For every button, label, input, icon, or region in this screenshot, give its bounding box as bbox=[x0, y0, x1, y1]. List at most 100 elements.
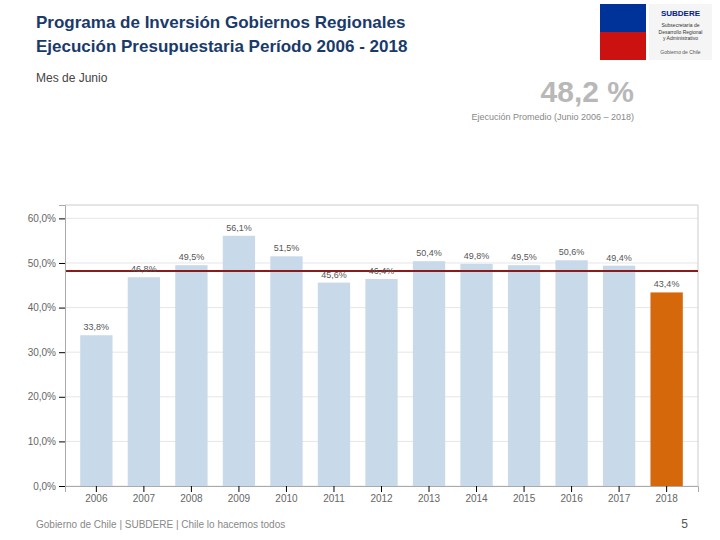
x-tick-mark bbox=[143, 486, 144, 492]
x-tick-label: 2016 bbox=[560, 493, 583, 504]
logo-subtitle-line: y Administrativo bbox=[663, 35, 698, 41]
x-tick-mark bbox=[524, 486, 525, 492]
bar bbox=[365, 279, 397, 486]
page-number: 5 bbox=[681, 517, 688, 531]
title-line: Programa de Inversión Gobiernos Regional… bbox=[36, 13, 405, 32]
logo-subtitle-line: Subsecretaría de bbox=[661, 22, 699, 28]
x-tick-label: 2012 bbox=[370, 493, 393, 504]
average-caption: Ejecución Promedio (Junio 2006 – 2018) bbox=[471, 112, 634, 122]
x-tick-mark bbox=[96, 486, 97, 492]
bar bbox=[175, 265, 207, 486]
x-tick: 2010 bbox=[275, 486, 298, 504]
bar bbox=[555, 260, 587, 486]
bar bbox=[318, 283, 350, 486]
logo-panel bbox=[649, 4, 712, 60]
plot: 33,8%46,8%49,5%56,1%51,5%45,6%46,4%50,4%… bbox=[28, 205, 699, 504]
y-tick-label: 30,0% bbox=[28, 347, 56, 358]
y-tick-label: 50,0% bbox=[28, 258, 56, 269]
x-tick-mark bbox=[333, 486, 334, 492]
data-label: 49,5% bbox=[179, 252, 205, 262]
chart-svg: Programa de Inversión Gobiernos Regional… bbox=[0, 0, 720, 540]
bar bbox=[413, 261, 445, 486]
x-tick: 2011 bbox=[323, 486, 345, 504]
x-tick-label: 2015 bbox=[513, 493, 536, 504]
y-tick-label: 20,0% bbox=[28, 391, 56, 402]
bar bbox=[650, 292, 682, 486]
x-tick-mark bbox=[476, 486, 477, 492]
data-label: 33,8% bbox=[84, 322, 110, 332]
y-tick: 50,0% bbox=[28, 258, 65, 269]
y-tick: 10,0% bbox=[28, 436, 65, 447]
y-axis-line bbox=[59, 206, 66, 487]
logo-flag-bottom bbox=[600, 32, 646, 60]
average-label: 48,2 % bbox=[541, 75, 634, 108]
x-tick: 2007 bbox=[133, 486, 156, 504]
grid-line bbox=[65, 218, 698, 219]
x-axis-line bbox=[66, 487, 699, 493]
x-tick-mark bbox=[191, 486, 192, 492]
title-line: Ejecución Presupuestaria Período 2006 - … bbox=[36, 37, 407, 56]
x-tick: 2015 bbox=[513, 486, 536, 504]
frame-right bbox=[698, 205, 699, 486]
x-tick: 2016 bbox=[560, 486, 583, 504]
x-tick: 2013 bbox=[418, 486, 441, 504]
footer: Gobierno de Chile | SUBDERE | Chile lo h… bbox=[36, 519, 285, 530]
x-tick-label: 2018 bbox=[656, 493, 679, 504]
marks bbox=[65, 236, 698, 486]
frame-top bbox=[65, 205, 698, 206]
y-tick-mark bbox=[59, 218, 65, 219]
bar bbox=[460, 264, 492, 486]
x-tick: 2006 bbox=[85, 486, 108, 504]
logo: SUBDERE Subsecretaría deDesarrollo Region… bbox=[600, 4, 712, 60]
x-tick-label: 2011 bbox=[323, 493, 345, 504]
y-tick-mark bbox=[59, 486, 65, 487]
x-tick: 2009 bbox=[228, 486, 251, 504]
y-tick-mark bbox=[59, 397, 65, 398]
logo-name: SUBDERE bbox=[661, 9, 701, 18]
data-label: 51,5% bbox=[274, 243, 300, 253]
x-tick-mark bbox=[238, 486, 239, 492]
bar bbox=[128, 277, 160, 486]
y-tick-label: 0,0% bbox=[33, 481, 56, 492]
data-label: 49,5% bbox=[511, 252, 537, 262]
data-labels: 33,8%46,8%49,5%56,1%51,5%45,6%46,4%50,4%… bbox=[84, 223, 680, 332]
x-tick-label: 2007 bbox=[133, 493, 156, 504]
data-label: 50,4% bbox=[416, 248, 442, 258]
y-tick-mark bbox=[59, 308, 65, 309]
bar bbox=[603, 266, 635, 486]
logo-subtitle: Subsecretaría deDesarrollo Regionaly Adm… bbox=[659, 22, 703, 41]
logo-subtitle-line: Desarrollo Regional bbox=[659, 29, 703, 35]
x-tick-label: 2008 bbox=[180, 493, 203, 504]
grid-line bbox=[65, 262, 698, 263]
x-tick-mark bbox=[666, 486, 667, 492]
y-tick-mark bbox=[59, 441, 65, 442]
bar bbox=[80, 335, 112, 486]
subtitle: Mes de Junio bbox=[36, 71, 108, 85]
y-tick-mark bbox=[59, 263, 65, 264]
bar bbox=[508, 265, 540, 486]
y-tick: 0,0% bbox=[33, 481, 65, 492]
data-label: 46,4% bbox=[369, 266, 395, 276]
y-tick: 60,0% bbox=[28, 213, 65, 224]
logo-government: Gobierno de Chile bbox=[660, 49, 701, 55]
x-tick-mark bbox=[619, 486, 620, 492]
data-label: 49,4% bbox=[606, 253, 632, 263]
x-tick-label: 2017 bbox=[608, 493, 631, 504]
x-tick: 2014 bbox=[465, 486, 488, 504]
x-tick-label: 2014 bbox=[465, 493, 488, 504]
x-axis: 2006 2007 2008 2009 2010 2011 2012 2013 2014 2015… bbox=[66, 486, 699, 504]
x-tick: 2018 bbox=[656, 486, 679, 504]
x-tick: 2008 bbox=[180, 486, 203, 504]
x-tick: 2017 bbox=[608, 486, 631, 504]
x-tick-label: 2010 bbox=[275, 493, 298, 504]
bar bbox=[270, 256, 302, 486]
x-tick-label: 2006 bbox=[85, 493, 108, 504]
x-tick: 2012 bbox=[370, 486, 393, 504]
x-tick-label: 2009 bbox=[228, 493, 251, 504]
y-tick-label: 60,0% bbox=[28, 213, 56, 224]
y-axis: 0,0% 10,0% 20,0% 30,0% 40,0% 50,0% 60,0% bbox=[28, 206, 66, 492]
y-tick-label: 40,0% bbox=[28, 302, 56, 313]
title: Programa de Inversión Gobiernos Regional… bbox=[36, 13, 407, 56]
logo-flag-top bbox=[600, 4, 646, 32]
y-tick: 40,0% bbox=[28, 302, 65, 313]
